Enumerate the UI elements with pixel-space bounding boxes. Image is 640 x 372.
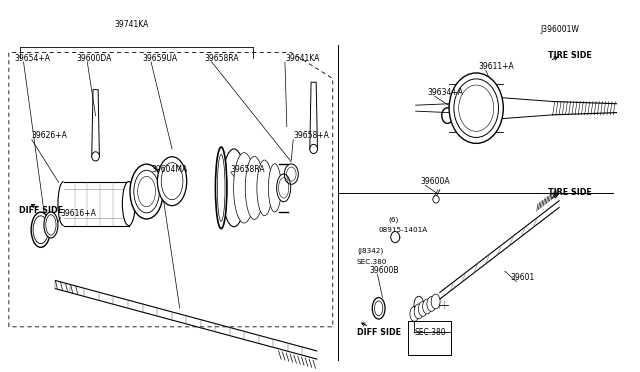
Text: 39604MA: 39604MA — [151, 165, 188, 174]
Ellipse shape — [92, 152, 99, 161]
Ellipse shape — [414, 296, 424, 313]
Text: TIRE SIDE: TIRE SIDE — [548, 51, 592, 60]
Ellipse shape — [372, 298, 385, 319]
Text: 39658RA: 39658RA — [204, 54, 239, 62]
Text: 39634+A: 39634+A — [427, 88, 463, 97]
Text: 39658+A: 39658+A — [293, 131, 329, 141]
Text: J396001W: J396001W — [540, 25, 579, 34]
Ellipse shape — [310, 144, 317, 154]
Ellipse shape — [245, 156, 264, 219]
Ellipse shape — [431, 294, 440, 309]
Text: 39600A: 39600A — [420, 177, 451, 186]
Text: SEC.380: SEC.380 — [414, 328, 446, 337]
Text: 08915-1401A: 08915-1401A — [379, 227, 428, 233]
Ellipse shape — [31, 212, 51, 247]
Ellipse shape — [276, 174, 291, 202]
Ellipse shape — [449, 73, 503, 143]
Ellipse shape — [216, 147, 227, 229]
Ellipse shape — [130, 164, 163, 219]
Ellipse shape — [234, 153, 255, 223]
Text: 39641KA: 39641KA — [285, 54, 319, 62]
Text: DIFF SIDE: DIFF SIDE — [19, 206, 63, 215]
Ellipse shape — [157, 157, 187, 206]
Text: 39741KA: 39741KA — [115, 20, 149, 29]
Ellipse shape — [419, 302, 428, 316]
Ellipse shape — [427, 296, 436, 311]
Text: (J8342): (J8342) — [357, 248, 383, 254]
Ellipse shape — [422, 299, 431, 314]
Text: DIFF SIDE: DIFF SIDE — [357, 328, 401, 337]
Text: 39600B: 39600B — [370, 266, 399, 275]
Text: 39658RA: 39658RA — [231, 165, 266, 174]
Text: (6): (6) — [389, 217, 399, 223]
Bar — [408, 321, 451, 355]
Text: 39616+A: 39616+A — [61, 209, 97, 218]
Text: 39654+A: 39654+A — [14, 54, 50, 62]
Text: TIRE SIDE: TIRE SIDE — [548, 188, 592, 197]
Ellipse shape — [44, 212, 58, 238]
Ellipse shape — [257, 160, 272, 216]
Text: SEC.380: SEC.380 — [357, 259, 387, 265]
Ellipse shape — [122, 182, 135, 226]
Text: 39659UA: 39659UA — [143, 54, 178, 62]
Text: 39600DA: 39600DA — [76, 54, 112, 62]
Ellipse shape — [268, 164, 281, 212]
Ellipse shape — [433, 196, 439, 203]
Text: 39611+A: 39611+A — [478, 62, 514, 71]
Text: 39601: 39601 — [510, 273, 534, 282]
Ellipse shape — [414, 304, 423, 319]
Ellipse shape — [391, 232, 400, 243]
Text: 39626+A: 39626+A — [32, 131, 68, 141]
